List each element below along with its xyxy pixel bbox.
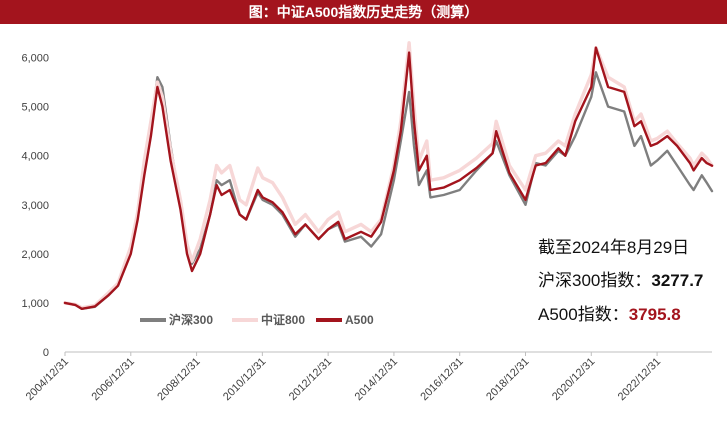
annotation-a500-label: A500指数： xyxy=(538,305,629,324)
y-axis: 0 1,000 2,000 3,000 4,000 5,000 6,000 xyxy=(21,53,49,359)
series-lines xyxy=(63,41,714,310)
y-tick-label: 5,000 xyxy=(21,102,49,114)
x-tick-label: 2004/12/31 xyxy=(24,356,71,403)
x-tick-label: 2012/12/31 xyxy=(287,356,334,403)
legend-label: 沪深300 xyxy=(169,312,213,327)
annotation-hs300-label: 沪深300指数： xyxy=(538,271,652,290)
annotation-hs300: 沪深300指数：3277.7 xyxy=(538,266,703,291)
annotation-a500: A500指数：3795.8 xyxy=(538,300,681,325)
x-tick-label: 2014/12/31 xyxy=(353,356,400,403)
annotation-hs300-value: 3277.7 xyxy=(651,271,704,290)
y-tick-label: 2,000 xyxy=(21,249,49,261)
x-tick-label: 2016/12/31 xyxy=(418,356,465,403)
annotation-date-text: 截至2024年8月29日 xyxy=(538,238,690,257)
x-tick-label: 2006/12/31 xyxy=(89,356,136,403)
legend-label: A500 xyxy=(345,313,374,327)
x-axis: 2004/12/31 2006/12/31 2008/12/31 2010/12/31… xyxy=(24,351,712,403)
legend-label: 中证800 xyxy=(261,312,305,327)
chart-title: 图：中证A500指数历史走势（测算） xyxy=(0,0,727,24)
x-tick-label: 2008/12/31 xyxy=(155,356,202,403)
y-tick-label: 3,000 xyxy=(21,200,49,212)
y-tick-label: 1,000 xyxy=(21,298,49,310)
x-tick-label: 2020/12/31 xyxy=(550,356,597,403)
x-tick-label: 2022/12/31 xyxy=(616,356,663,403)
annotation-date: 截至2024年8月29日 xyxy=(538,233,689,258)
x-tick-label: 2010/12/31 xyxy=(221,356,268,403)
legend: 沪深300 中证800 A500 xyxy=(140,312,374,327)
annotation-a500-value: 3795.8 xyxy=(628,305,681,324)
y-tick-label: 0 xyxy=(43,347,49,359)
x-tick-label: 2018/12/31 xyxy=(484,356,531,403)
chart-area: 0 1,000 2,000 3,000 4,000 5,000 6,000 2004/12/… xyxy=(21,41,714,403)
y-tick-label: 4,000 xyxy=(21,151,49,163)
y-tick-label: 6,000 xyxy=(21,53,49,65)
series-line-csi800 xyxy=(63,41,714,310)
series-line-a500 xyxy=(63,46,714,310)
